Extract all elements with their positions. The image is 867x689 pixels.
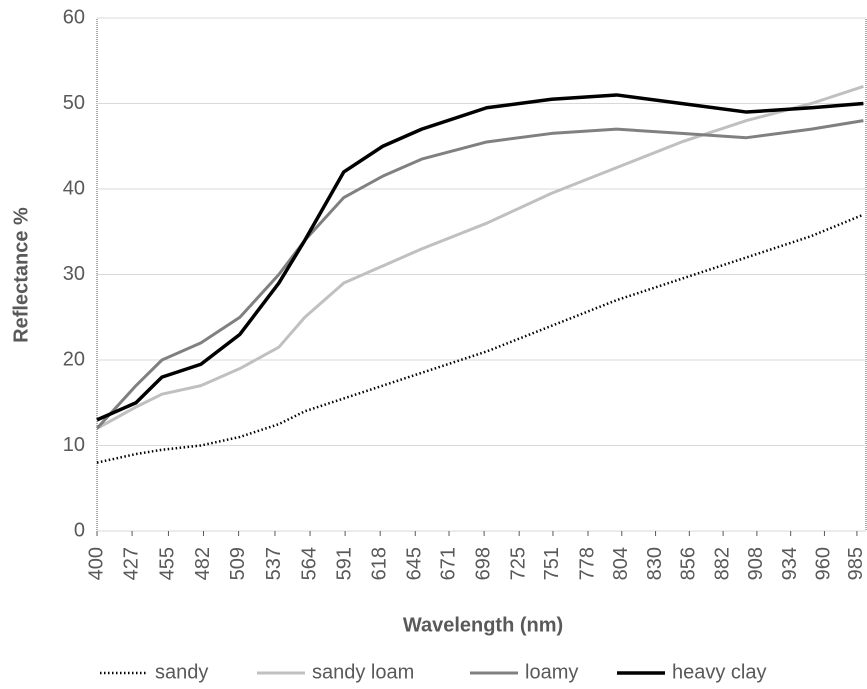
x-tick-label: 618	[368, 547, 390, 580]
x-tick-label: 509	[227, 547, 249, 580]
x-tick-label: 671	[437, 547, 459, 580]
x-tick-label: 804	[610, 547, 632, 580]
x-tick-label: 751	[541, 547, 563, 580]
x-tick-label: 830	[644, 547, 666, 580]
x-axis-title: Wavelength (nm)	[403, 614, 563, 636]
series-line	[96, 213, 864, 464]
x-tick-label: 908	[745, 547, 767, 580]
x-tick-label: 427	[120, 547, 142, 580]
x-tick-label: 882	[711, 547, 733, 580]
x-tick-label: 778	[576, 547, 598, 580]
legend-label: loamy	[525, 661, 578, 683]
y-axis-title: Reflectance %	[10, 207, 32, 343]
series-line	[96, 93, 864, 422]
y-tick-label: 40	[63, 177, 85, 199]
x-tick-label: 537	[263, 547, 285, 580]
x-tick-label: 856	[678, 547, 700, 580]
x-tick-label: 591	[333, 547, 355, 580]
x-tick-label: 482	[192, 547, 214, 580]
y-tick-label: 60	[63, 6, 85, 28]
x-tick-label: 455	[157, 547, 179, 580]
legend-label: sandy	[155, 661, 208, 683]
x-tick-label: 564	[298, 547, 320, 580]
x-tick-label: 934	[779, 547, 801, 580]
x-tick-label: 400	[85, 547, 107, 580]
legend-label: sandy loam	[312, 661, 414, 683]
x-tick-label: 645	[404, 547, 426, 580]
legend-label: heavy clay	[672, 661, 767, 683]
x-tick-label: 698	[472, 547, 494, 580]
x-tick-label: 985	[845, 547, 867, 580]
y-tick-label: 30	[63, 263, 85, 285]
series-line	[95, 119, 864, 430]
y-tick-label: 20	[63, 348, 85, 370]
y-tick-label: 0	[74, 519, 85, 541]
x-tick-label: 725	[507, 547, 529, 580]
y-tick-label: 10	[63, 434, 85, 456]
y-tick-label: 50	[63, 92, 85, 114]
x-tick-label: 960	[813, 547, 835, 580]
